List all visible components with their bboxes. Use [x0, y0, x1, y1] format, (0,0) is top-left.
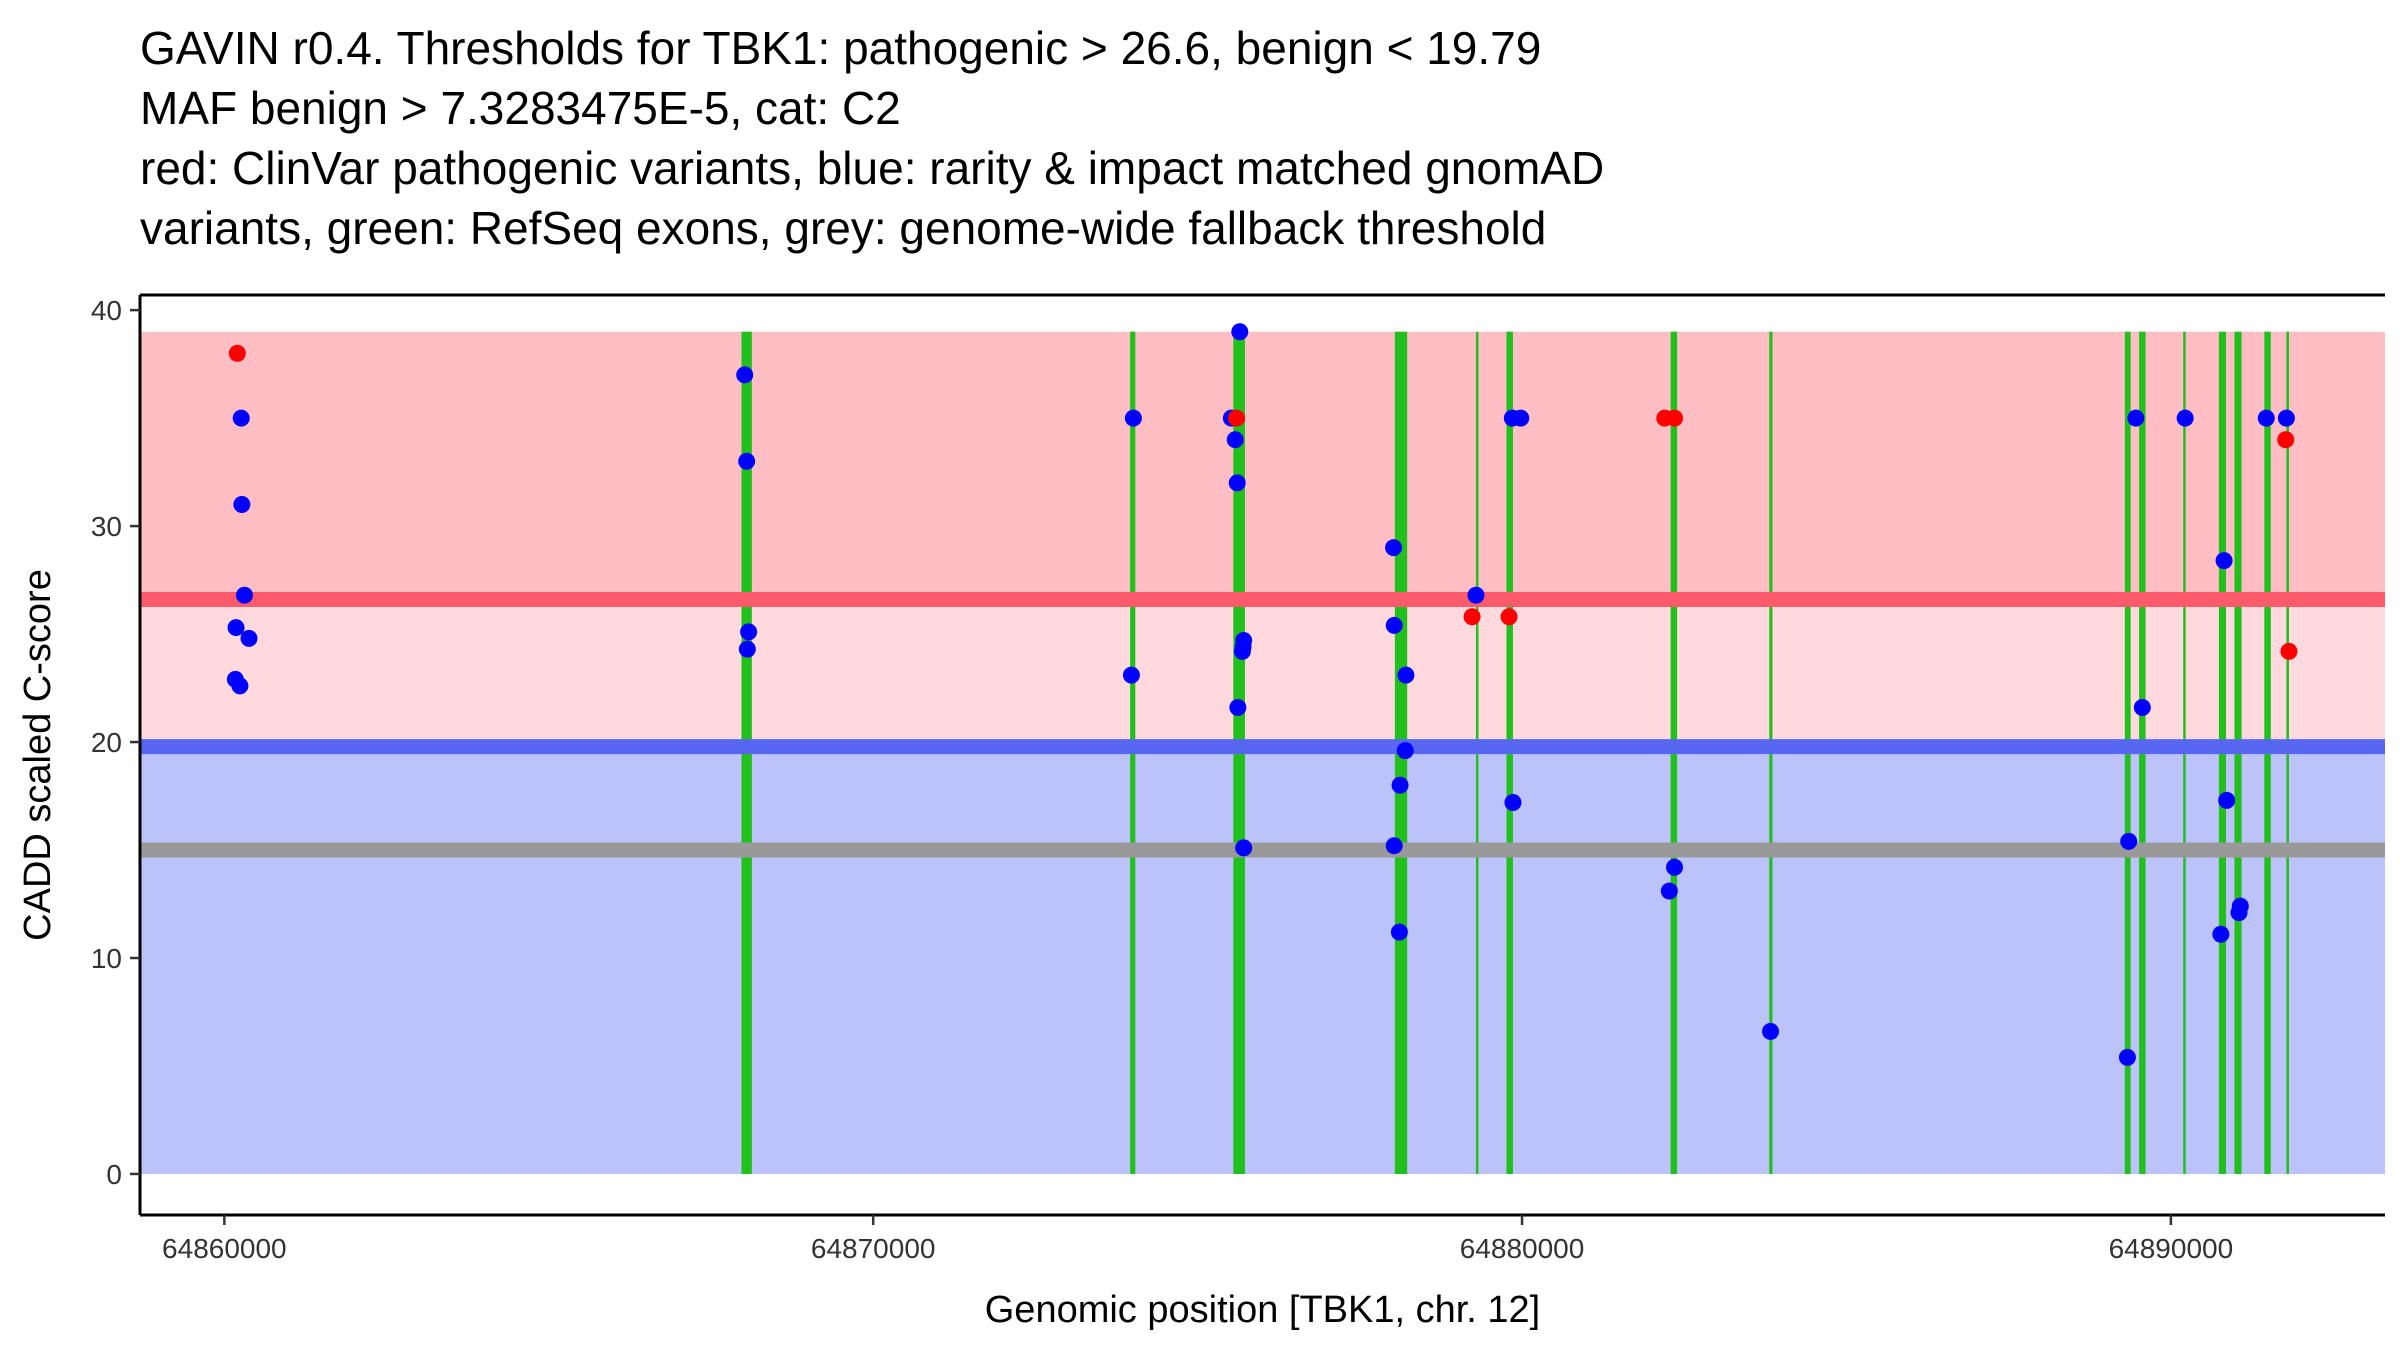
y-tick-label: 20: [91, 727, 122, 758]
gnomad-point: [1660, 882, 1678, 900]
title-line-4: variants, green: RefSeq exons, grey: gen…: [140, 202, 1547, 254]
title-line-1: GAVIN r0.4. Thresholds for TBK1: pathoge…: [140, 22, 1542, 74]
gnomad-point: [1467, 586, 1485, 604]
title-line-3: red: ClinVar pathogenic variants, blue: …: [140, 142, 1605, 194]
gnomad-point: [2118, 1048, 2136, 1066]
chart-title: GAVIN r0.4. Thresholds for TBK1: pathoge…: [140, 18, 1604, 258]
gnomad-point: [736, 366, 754, 384]
clinvar-point: [2277, 431, 2295, 449]
gnomad-point: [1122, 666, 1140, 684]
x-tick-label: 64890000: [2109, 1233, 2234, 1264]
gnomad-point: [1226, 431, 1244, 449]
x-tick-label: 64880000: [1460, 1233, 1585, 1264]
gnomad-point: [1385, 539, 1403, 557]
gnomad-point: [1762, 1022, 1780, 1040]
gnomad-point: [227, 619, 245, 637]
variant-points: [226, 323, 2298, 1066]
threshold-regions: [140, 331, 2385, 1174]
gnomad-point: [2218, 791, 2236, 809]
gnomad-point: [2257, 409, 2275, 427]
gnomad-point: [738, 452, 756, 470]
clinvar-point: [1666, 409, 1684, 427]
threshold-lines: [140, 592, 2385, 858]
clinvar-point: [228, 344, 246, 362]
gnomad-point: [1385, 616, 1403, 634]
gnomad-point: [1385, 837, 1403, 855]
y-tick-label: 10: [91, 943, 122, 974]
gnomad-point: [1391, 776, 1409, 794]
gnomad-point: [1390, 923, 1408, 941]
title-line-2: MAF benign > 7.3283475E-5, cat: C2: [140, 82, 901, 134]
gnomad-point: [1229, 698, 1247, 716]
x-tick-label: 64860000: [162, 1233, 287, 1264]
gnomad-point: [1512, 409, 1530, 427]
gnomad-point: [2212, 925, 2230, 943]
gnomad-point: [1666, 858, 1684, 876]
benign-region: [140, 746, 2385, 1174]
gnomad-point: [231, 677, 249, 695]
gnomad-point: [1396, 742, 1414, 760]
gnomad-point: [232, 409, 250, 427]
gnomad-point: [2176, 409, 2194, 427]
gnomad-point: [240, 629, 258, 647]
clinvar-point: [1500, 608, 1518, 626]
gnomad-point: [1504, 794, 1522, 812]
y-tick-label: 40: [91, 295, 122, 326]
gnomad-point: [2127, 409, 2145, 427]
gnomad-point: [2230, 904, 2248, 922]
gnomad-point: [2215, 552, 2233, 570]
gnomad-point: [1228, 474, 1246, 492]
x-tick-label: 64870000: [811, 1233, 936, 1264]
y-tick-label: 0: [106, 1159, 122, 1190]
clinvar-point: [1463, 608, 1481, 626]
gnomad-point: [1231, 323, 1249, 341]
gnomad-point: [235, 586, 253, 604]
gnomad-point: [1235, 839, 1253, 857]
gnomad-point: [2133, 698, 2151, 716]
gnomad-point: [740, 623, 758, 641]
x-axis-title: Genomic position [TBK1, chr. 12]: [985, 1289, 1541, 1331]
vus-region: [140, 599, 2385, 747]
gnomad-point: [1233, 642, 1251, 660]
gnomad-point: [233, 495, 251, 513]
pathogenic-region: [140, 331, 2385, 600]
gnomad-point: [1397, 666, 1415, 684]
clinvar-point: [2280, 642, 2298, 660]
gnomad-point: [1124, 409, 1142, 427]
clinvar-point: [1228, 409, 1246, 427]
gnomad-point: [2120, 832, 2138, 850]
gnomad-point: [738, 640, 756, 658]
axes: 0 10 20 30 40 64860000 64870000 64880000 6489000…: [91, 293, 2385, 1264]
y-tick-label: 30: [91, 511, 122, 542]
y-axis-title: CADD scaled C-score: [17, 569, 59, 941]
gnomad-point: [2277, 409, 2295, 427]
